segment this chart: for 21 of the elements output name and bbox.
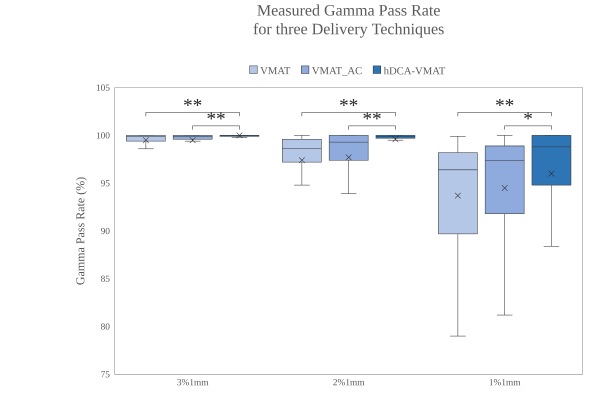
legend-label: VMAT_AC xyxy=(312,67,362,76)
legend-label: hDCA-VMAT xyxy=(384,66,446,74)
y-tick-label: 85 xyxy=(100,276,110,282)
y-tick-label: 105 xyxy=(96,84,110,91)
y-tick-label: 95 xyxy=(100,180,110,186)
y-tick-label: 75 xyxy=(101,371,110,378)
annotation: ** xyxy=(184,98,202,106)
annotation: ** xyxy=(363,112,381,120)
y-axis-title: Gamma Pass Rate (%) xyxy=(76,177,87,285)
annotation: ** xyxy=(207,112,225,120)
chart-title: Measured Gamma Pass Rate for three Delivery Techniques xyxy=(254,4,444,38)
x-tick-label: 1%1mm xyxy=(490,379,520,386)
annotation: * xyxy=(524,112,532,120)
x-tick-label: 2%1mm xyxy=(333,379,364,386)
y-tick-label: 100 xyxy=(96,132,110,139)
annotation: ** xyxy=(340,98,358,106)
annotation: ** xyxy=(496,98,514,106)
y-tick-label: 80 xyxy=(100,323,110,330)
legend-label: VMAT xyxy=(260,67,290,74)
y-tick-label: 90 xyxy=(100,228,110,234)
x-tick-label: 3%1mm xyxy=(177,379,208,386)
